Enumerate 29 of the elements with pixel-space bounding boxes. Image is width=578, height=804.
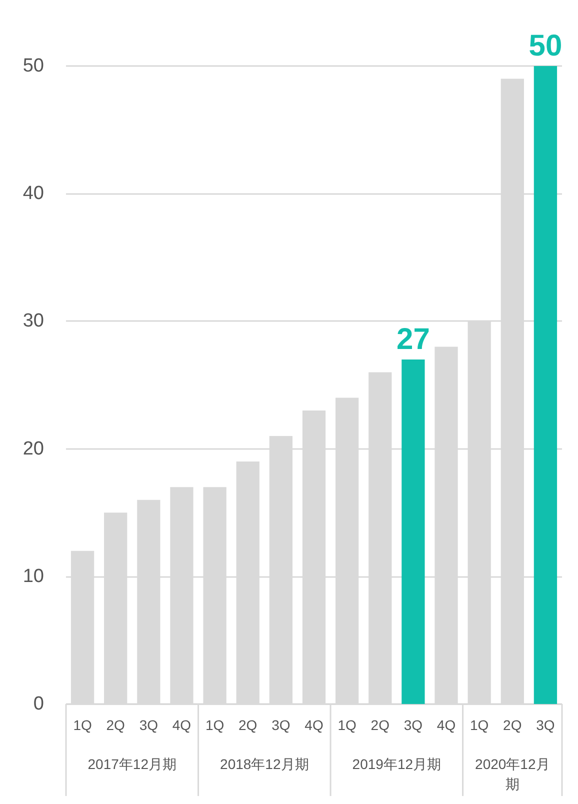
- x-tick-label: 2Q: [106, 717, 126, 733]
- text: 2018年12月期: [220, 756, 309, 772]
- text: 2019年12月期: [352, 756, 442, 772]
- x-tick-label: 3Q: [536, 717, 555, 733]
- y-tick-label: 20: [22, 438, 44, 460]
- bar: [402, 359, 425, 704]
- x-tick-label: 4Q: [436, 717, 456, 733]
- data-label: 50: [528, 30, 562, 62]
- x-tick-label: 2Q: [370, 717, 390, 733]
- x-tick-label: 3Q: [272, 717, 290, 733]
- bar: [534, 66, 558, 704]
- x-tick-label: 1Q: [338, 717, 357, 733]
- x-tick-label: 3Q: [404, 717, 423, 733]
- x-tick-label: 3Q: [139, 717, 158, 733]
- y-tick-label: 50: [22, 56, 44, 76]
- y-tick-label: 10: [22, 566, 44, 587]
- x-tick-label: 1Q: [470, 717, 489, 733]
- x-tick-label: 1Q: [205, 717, 224, 733]
- x-tick-label: 1Q: [73, 717, 92, 733]
- data-label: 27: [396, 322, 430, 356]
- x-tick-label: 2Q: [503, 717, 522, 733]
- x-tick-label: 4Q: [304, 717, 324, 733]
- text: 2020年12月期: [475, 756, 550, 792]
- x-tick-label: 4Q: [172, 717, 192, 733]
- y-tick-label: 30: [22, 310, 44, 332]
- x-tick-label: 2Q: [238, 717, 258, 733]
- text: 2017年12月期: [88, 756, 176, 772]
- y-tick-label: 0: [33, 694, 44, 714]
- y-tick-label: 40: [22, 183, 44, 204]
